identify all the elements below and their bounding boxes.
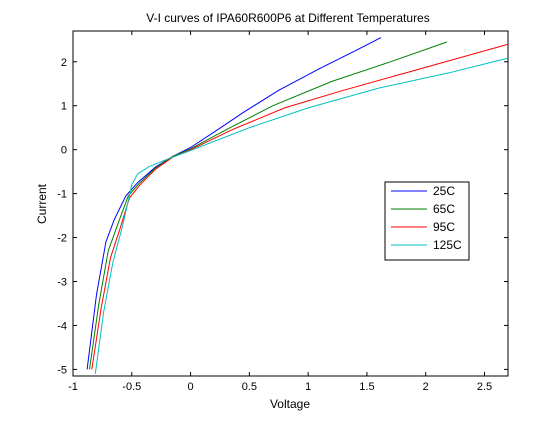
series-layer <box>86 37 508 374</box>
y-tick-label: 0 <box>61 145 67 157</box>
x-axis-title: Voltage <box>270 397 310 411</box>
y-tick-label: 2 <box>61 57 67 69</box>
legend-box <box>384 181 470 261</box>
series-line-95c <box>91 43 508 370</box>
y-axis-title: Current <box>35 183 49 224</box>
legend-label-95c: 95C <box>433 220 455 234</box>
x-tick-label: 2 <box>423 381 429 393</box>
x-tick-label: -0.5 <box>122 381 141 393</box>
y-tick-label: -2 <box>57 233 67 245</box>
y-tick-label: -3 <box>57 277 67 289</box>
y-tick-label: -5 <box>57 364 67 376</box>
legend-label-25c: 25C <box>433 184 455 198</box>
x-tick-label: 2.5 <box>477 381 492 393</box>
y-tick-label: -1 <box>57 189 67 201</box>
series-line-65c <box>89 41 448 370</box>
y-tick-label: 1 <box>61 101 67 113</box>
tick-layer: -1 -0.5 0 0.5 1 1.5 2 2.5 -5 -4 -3 -2 -1 0 1 2 <box>57 31 508 393</box>
legend: 25C 65C 95C 125C <box>384 181 470 261</box>
series-line-125c <box>94 57 508 374</box>
y-tick-label: -4 <box>57 320 67 332</box>
chart-title: V-I curves of IPA60R600P6 at Different T… <box>146 11 429 25</box>
x-tick-label: 1 <box>305 381 311 393</box>
legend-label-65c: 65C <box>433 202 455 216</box>
x-tick-label: 0.5 <box>242 381 257 393</box>
legend-label-125c: 125C <box>433 238 462 252</box>
x-tick-label: 0 <box>188 381 194 393</box>
x-tick-label: -1 <box>68 381 78 393</box>
x-tick-label: 1.5 <box>359 381 374 393</box>
